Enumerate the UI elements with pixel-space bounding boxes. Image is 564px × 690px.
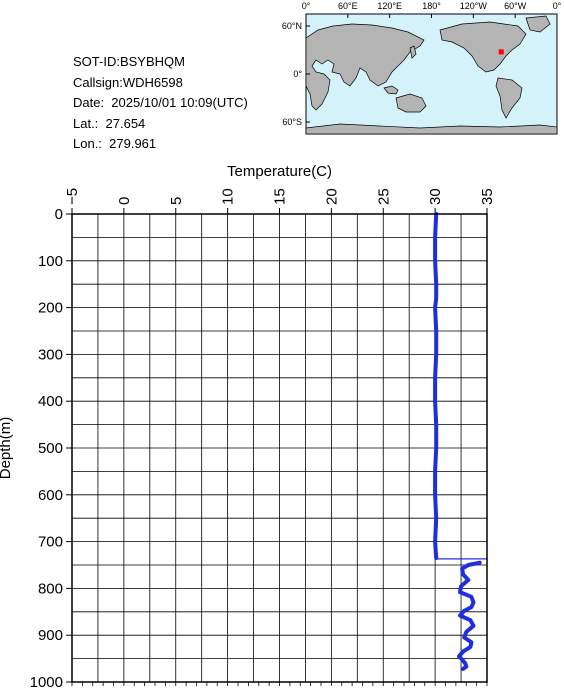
float-location-marker	[498, 49, 504, 55]
y-tick-label: 900	[38, 627, 63, 644]
map-label-lon-120e: 120°E	[377, 1, 402, 11]
x-tick-label: 15	[272, 188, 289, 205]
latitude-text: Lat.: 27.654	[73, 115, 146, 131]
map-longitude-labels: 0° 60°E 120°E 180° 120°W 60°W 0°	[302, 1, 562, 11]
y-axis-label: Depth(m)	[0, 417, 14, 480]
map-graticule	[305, 14, 558, 123]
map-label-lat-0: 0°	[293, 69, 302, 79]
land-north-america	[439, 21, 527, 73]
y-tick-label: 200	[38, 300, 63, 317]
location-map: 0° 60°E 120°E 180° 120°W 60°W 0° 60°N 0°…	[282, 1, 562, 135]
map-label-lon-120w: 120°W	[460, 1, 488, 11]
x-tick-label: 25	[375, 188, 392, 205]
y-axis-ticks: 0 100 200 300 400 500 600 700 800 900 1000	[30, 206, 72, 690]
land-australia	[395, 93, 427, 113]
x-tick-label: 20	[323, 188, 340, 205]
map-label-lat-60n: 60°N	[282, 21, 302, 31]
land-antarctica	[305, 123, 558, 135]
map-label-lat-60s: 60°S	[282, 117, 302, 127]
x-axis-ticks: −5 0 5 10 15 20 25 30 35	[64, 188, 496, 686]
plot-frame	[71, 213, 488, 683]
map-label-lon-180: 180°	[422, 1, 441, 11]
map-latitude-labels: 60°N 0° 60°S	[282, 21, 303, 127]
plot-grid	[72, 214, 487, 682]
y-tick-label: 800	[38, 580, 63, 597]
map-label-lon-0: 0°	[302, 1, 311, 11]
map-label-lon-60w: 60°W	[504, 1, 527, 11]
land-indonesia	[383, 85, 399, 95]
land-greenland	[525, 15, 551, 33]
y-tick-label: 0	[55, 206, 63, 223]
y-tick-label: 300	[38, 346, 63, 363]
sot-id-text: SOT-ID:BSYBHQM	[73, 54, 185, 69]
land-south-america	[495, 77, 523, 119]
x-tick-label: 5	[168, 197, 185, 205]
x-tick-label: −5	[64, 188, 81, 205]
x-tick-label: 10	[220, 188, 237, 205]
land-eurasia-africa	[305, 23, 425, 111]
map-label-lon-360: 0°	[553, 1, 562, 11]
x-tick-label: 35	[479, 188, 496, 205]
y-tick-label: 1000	[30, 674, 63, 690]
date-text: Date: 2025/10/01 10:09(UTC)	[73, 95, 248, 110]
longitude-text: Lon.: 279.961	[73, 136, 157, 151]
profile-segment-1	[433, 212, 439, 560]
map-label-lon-60e: 60°E	[338, 1, 358, 11]
y-tick-label: 100	[38, 253, 63, 270]
y-tick-label: 400	[38, 393, 63, 410]
y-tick-label: 700	[38, 534, 63, 551]
x-tick-label: 30	[427, 188, 444, 205]
x-tick-label: 0	[116, 197, 133, 205]
map-land	[305, 15, 558, 135]
x-axis-label: Temperature(C)	[227, 163, 332, 180]
y-tick-label: 600	[38, 487, 63, 504]
float-info: SOT-ID:BSYBHQM Callsign:WDH6598 Date: 20…	[73, 52, 248, 155]
temperature-profile	[433, 212, 488, 671]
callsign-text: Callsign:WDH6598	[73, 74, 183, 90]
y-tick-label: 500	[38, 440, 63, 457]
temperature-depth-plot: −5 0 5 10 15 20 25 30 35 01002003004005006007008…	[0, 163, 496, 690]
profile-segment-3	[457, 560, 482, 671]
land-japan	[409, 45, 417, 59]
